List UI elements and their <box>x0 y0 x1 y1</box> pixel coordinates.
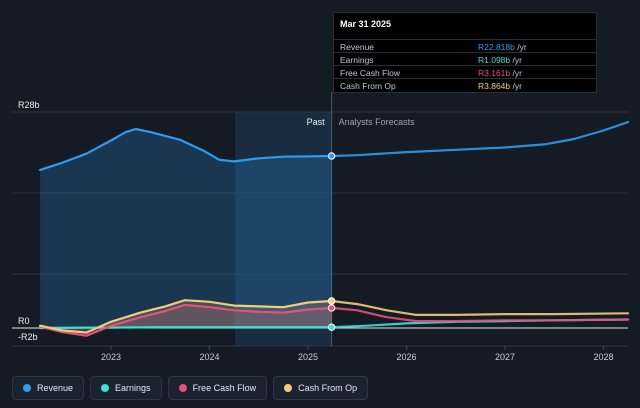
x-tick-label: 2026 <box>396 352 416 362</box>
tooltip-row-value: R3.864b /yr <box>478 81 522 91</box>
legend-dot-icon <box>284 384 293 392</box>
x-tick-label: 2028 <box>593 352 613 362</box>
legend-label: Revenue <box>37 383 74 393</box>
tooltip-value-unit: /yr <box>510 55 522 65</box>
legend-item-revenue[interactable]: Revenue <box>12 376 85 400</box>
legend-label: Cash From Op <box>298 383 358 393</box>
legend-item-earnings[interactable]: Earnings <box>90 376 162 400</box>
legend-dot-icon <box>23 384 31 392</box>
tooltip-value-number: R1.098b <box>478 55 511 65</box>
series-forecast-line-cash-from-op <box>330 299 630 316</box>
legend-label: Free Cash Flow <box>192 383 257 393</box>
tooltip-row-value: R22.818b /yr <box>478 42 527 52</box>
y-tick-label: R28b <box>18 100 40 110</box>
tooltip-value-number: R22.818b <box>478 42 515 52</box>
series-area-revenue <box>40 129 332 328</box>
legend-label: Earnings <box>115 383 151 393</box>
y-tick-label: -R2b <box>18 332 38 342</box>
series-marker-cash-from-op <box>327 297 336 305</box>
x-tick-label: 2024 <box>199 352 219 362</box>
legend-dot-icon <box>178 384 187 392</box>
legend-dot-icon <box>101 384 110 392</box>
tooltip-row-revenue: Revenue R22.818b /yr <box>334 39 596 52</box>
series-line-earnings <box>39 326 333 330</box>
series-marker-earnings <box>327 323 336 331</box>
y-tick-label: R0 <box>18 316 30 326</box>
series-marker-revenue <box>327 152 336 160</box>
tooltip-value-number: R3.161b <box>478 68 511 78</box>
series-forecast-line-free-cash-flow <box>330 306 630 323</box>
tooltip-row-free-cash-flow: Free Cash Flow R3.161b /yr <box>334 65 596 78</box>
tooltip-value-number: R3.864b <box>478 81 511 91</box>
x-tick-label: 2025 <box>298 352 318 362</box>
tooltip-row-value: R1.098b /yr <box>478 55 522 65</box>
tooltip-row-cash-from-op: Cash From Op R3.864b /yr <box>334 78 596 91</box>
tooltip-row-earnings: Earnings R1.098b /yr <box>334 52 596 65</box>
legend-item-cash-from-op[interactable]: Cash From Op <box>273 376 369 400</box>
tooltip-value-unit: /yr <box>514 42 527 52</box>
tooltip-row-label: Earnings <box>340 55 374 65</box>
tooltip-row-label: Cash From Op <box>340 81 396 91</box>
tooltip-value-unit: /yr <box>510 68 522 78</box>
series-forecast-line-revenue <box>330 120 630 158</box>
past-label: Past <box>307 117 326 127</box>
x-tick-label: 2023 <box>101 352 121 362</box>
legend-item-free-cash-flow[interactable]: Free Cash Flow <box>167 376 268 400</box>
series-line-revenue <box>39 127 333 171</box>
series-marker-free-cash-flow <box>327 304 336 312</box>
tooltip-date: Mar 31 2025 <box>340 19 392 29</box>
tooltip-value-unit: /yr <box>510 81 522 91</box>
series-line-cash-from-op <box>39 299 333 334</box>
chart-legend: Revenue Earnings Free Cash Flow Cash Fro… <box>12 376 369 400</box>
series-line-free-cash-flow <box>39 303 333 337</box>
forecast-label: Analysts Forecasts <box>339 117 416 127</box>
tooltip-row-label: Revenue <box>340 42 375 52</box>
tooltip-row-label: Free Cash Flow <box>340 68 400 78</box>
tooltip-row-value: R3.161b /yr <box>478 68 522 78</box>
x-tick-label: 2027 <box>495 352 515 362</box>
tooltip-panel: Mar 31 2025 Revenue R22.818b /yr Earning… <box>333 12 597 93</box>
